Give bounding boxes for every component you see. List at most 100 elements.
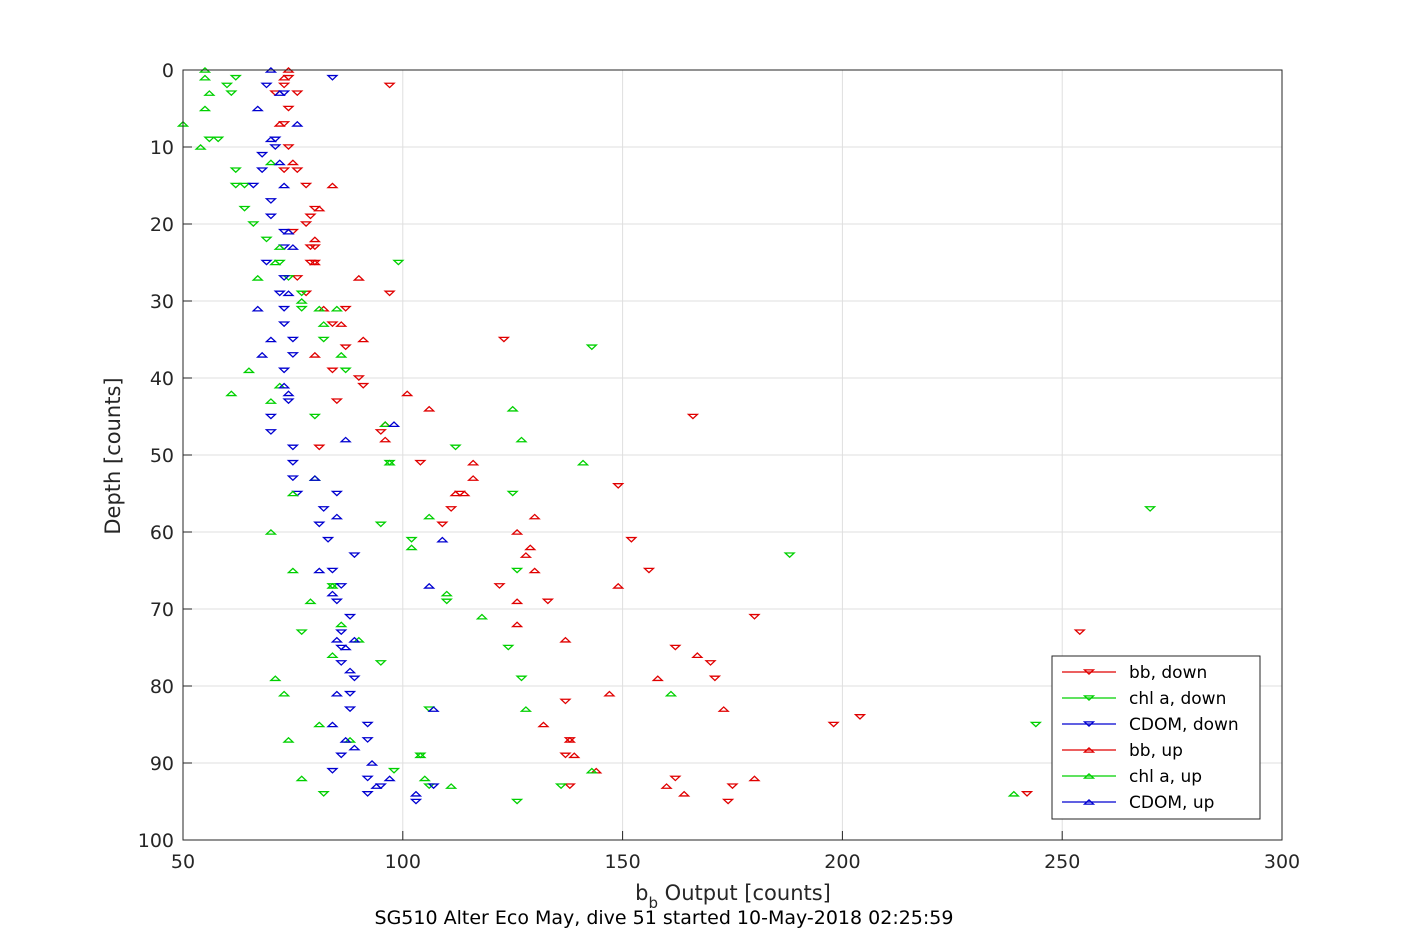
y-axis: 0 10 20 30 40 50 60 70 80 90 100 [138, 60, 192, 852]
data-point [335, 351, 348, 358]
data-point [326, 721, 339, 728]
series-2 [247, 74, 440, 805]
data-point [339, 367, 352, 374]
data-point [273, 90, 286, 96]
data-point [313, 567, 326, 574]
data-point [440, 590, 453, 597]
x-axis-label-subscript: b [648, 894, 658, 912]
data-point [277, 275, 291, 281]
data-point [277, 74, 291, 81]
data-point [264, 336, 278, 343]
data-points [176, 66, 1157, 805]
data-point [198, 74, 212, 81]
data-point [326, 767, 339, 774]
data-point [247, 221, 260, 228]
chart-title: SG510 Alter Eco May, dive 51 started 10-… [375, 907, 954, 929]
data-point [321, 536, 335, 543]
data-point [515, 675, 528, 682]
data-point [229, 167, 242, 174]
data-point [748, 775, 761, 782]
y-tick-label: 100 [138, 830, 174, 852]
data-point [1143, 506, 1157, 512]
data-point [277, 382, 291, 389]
y-tick-label: 0 [162, 60, 174, 82]
data-point [282, 105, 295, 112]
data-point [330, 490, 343, 497]
data-point [853, 714, 867, 720]
data-point [348, 636, 361, 643]
data-point [387, 767, 401, 774]
data-point [348, 675, 361, 682]
data-point [458, 490, 471, 497]
data-point [313, 521, 326, 528]
data-point [256, 167, 269, 174]
data-point [326, 590, 339, 597]
data-point [783, 552, 796, 559]
data-point [475, 613, 489, 620]
legend-marker [1082, 721, 1096, 728]
data-point [445, 506, 458, 512]
data-point [664, 690, 678, 697]
y-tick-label: 20 [150, 214, 174, 236]
data-point [352, 274, 365, 281]
data-point [273, 244, 286, 250]
data-point [295, 629, 308, 636]
data-point [651, 675, 664, 682]
data-point [409, 798, 423, 805]
data-point [313, 205, 326, 212]
data-point [212, 136, 225, 143]
data-point [585, 344, 598, 351]
data-point [352, 375, 365, 382]
data-point [339, 644, 352, 651]
data-point [330, 636, 343, 643]
data-point [242, 367, 256, 374]
data-point [277, 321, 291, 328]
data-point [277, 367, 291, 374]
data-point [295, 775, 308, 782]
data-point [418, 775, 431, 782]
data-point [326, 582, 339, 589]
data-point [286, 490, 300, 497]
data-point [361, 737, 374, 743]
data-point [330, 513, 343, 520]
data-point [559, 636, 572, 643]
data-point [229, 74, 242, 81]
data-point [414, 459, 427, 466]
data-point [308, 413, 322, 420]
data-point [282, 144, 295, 151]
data-point [726, 783, 739, 790]
data-point [335, 583, 348, 589]
data-point [330, 305, 343, 312]
data-point [330, 398, 343, 405]
y-tick-label: 90 [150, 753, 174, 775]
data-point [721, 798, 735, 805]
data-point [669, 644, 682, 651]
data-point [277, 305, 291, 312]
y-tick-label: 10 [150, 137, 174, 159]
legend-label: chl a, up [1129, 767, 1202, 787]
data-point [286, 336, 300, 343]
legend-marker [1082, 798, 1096, 805]
data-point [260, 259, 273, 266]
data-point [264, 429, 278, 435]
data-point [317, 791, 330, 797]
data-point [264, 136, 278, 143]
data-point [282, 390, 295, 397]
data-point [612, 483, 625, 489]
data-point [308, 351, 322, 358]
data-point [409, 790, 423, 797]
data-point [260, 82, 273, 89]
data-point [295, 297, 308, 304]
data-point [317, 321, 330, 327]
data-point [427, 706, 440, 712]
data-point [440, 598, 453, 605]
data-point [295, 305, 308, 312]
data-point [445, 783, 458, 789]
x-axis-label-rest: Output [counts] [658, 881, 831, 905]
data-point [612, 582, 625, 589]
data-point [264, 528, 278, 535]
data-point [335, 752, 348, 759]
data-point [357, 382, 370, 389]
data-point [392, 259, 405, 266]
y-tick-label: 40 [150, 368, 174, 390]
